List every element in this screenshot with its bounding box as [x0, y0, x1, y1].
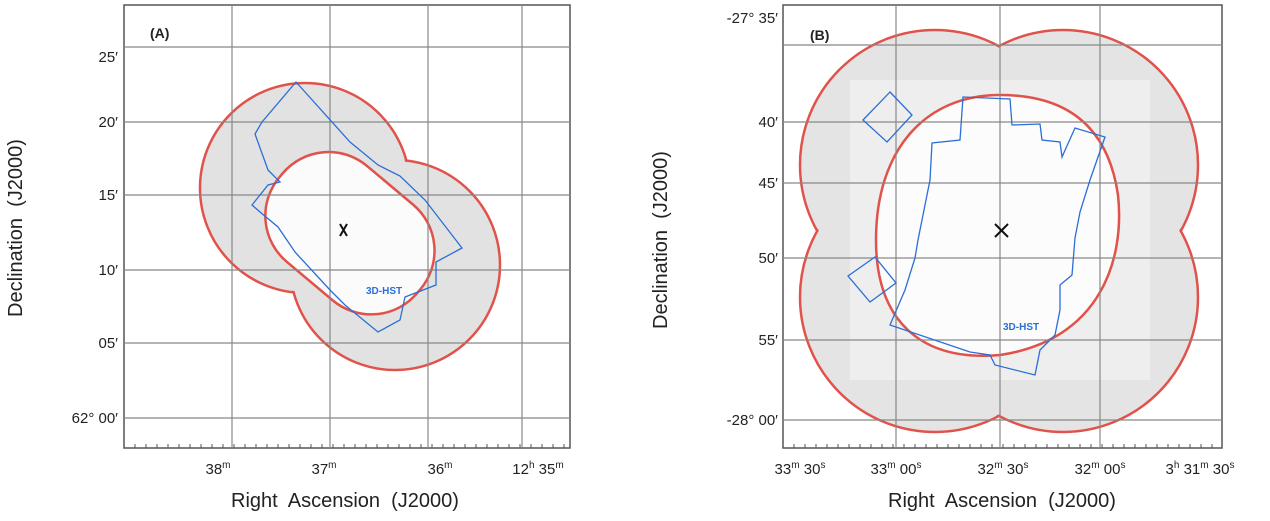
- panel-a: (A) 3D-HST: [123, 4, 571, 449]
- y-axis-title: Declination (J2000): [5, 139, 27, 317]
- x-tick-label: 37m: [311, 460, 336, 478]
- superscript: s: [1023, 460, 1028, 471]
- x-axis-title: Right Ascension (J2000): [231, 490, 459, 512]
- panel-b: (B) 3D-HST: [782, 4, 1223, 449]
- tick-text: 33: [775, 461, 792, 478]
- panel-label: (B): [810, 27, 829, 43]
- superscript: s: [820, 460, 825, 471]
- superscript: m: [555, 460, 563, 471]
- superscript: m: [328, 460, 336, 471]
- x-tick-label: 38m: [205, 460, 230, 478]
- y-tick-label: 55′: [759, 332, 779, 349]
- x-tick-label: 33m 00s: [871, 460, 922, 478]
- center-marker: [994, 223, 1009, 238]
- sky-coverage: [198, 81, 502, 372]
- annotation: 3D-HST: [366, 286, 402, 297]
- tick-text: 38: [205, 461, 222, 478]
- x-tick-label: 32m 30s: [978, 460, 1029, 478]
- center-marker: [339, 223, 348, 237]
- x-tick-label: 12h 35m: [512, 460, 563, 478]
- y-tick-label: 10′: [99, 262, 119, 279]
- tick-text: 12: [512, 461, 529, 478]
- panel-label: (A): [150, 25, 169, 41]
- tick-text: 36: [427, 461, 444, 478]
- superscript: m: [444, 460, 452, 471]
- superscript: m: [791, 460, 799, 471]
- y-tick-label: 15′: [99, 187, 119, 204]
- y-tick-label: -27° 35′: [727, 10, 779, 27]
- superscript: m: [994, 460, 1002, 471]
- tick-text: 30: [1003, 461, 1024, 478]
- tick-text: 37: [311, 461, 328, 478]
- tick-text: 35: [535, 461, 556, 478]
- superscript: s: [1120, 460, 1125, 471]
- tick-text: 30: [1209, 461, 1230, 478]
- superscript: m: [887, 460, 895, 471]
- superscript: s: [1229, 460, 1234, 471]
- superscript: s: [916, 460, 921, 471]
- y-tick-label: 45′: [759, 175, 779, 192]
- y-tick-label: 20′: [99, 114, 119, 131]
- y-tick-label: 40′: [759, 114, 779, 131]
- superscript: m: [1091, 460, 1099, 471]
- y-tick-label: -28° 00′: [727, 412, 779, 429]
- tick-text: 31: [1179, 461, 1200, 478]
- tick-text: 32: [1075, 461, 1092, 478]
- tick-text: 3: [1166, 461, 1174, 478]
- x-axis-title: Right Ascension (J2000): [888, 490, 1116, 512]
- superscript: h: [529, 460, 535, 471]
- annotation: 3D-HST: [1003, 322, 1039, 333]
- hst-footprint: [847, 91, 1106, 376]
- tick-text: 30: [800, 461, 821, 478]
- x-tick-label: 3h 31m 30s: [1166, 460, 1235, 478]
- superscript: m: [222, 460, 230, 471]
- y-tick-label: 62° 00′: [72, 410, 119, 427]
- sky-coverage: [798, 28, 1200, 434]
- y-axis-title: Declination (J2000): [650, 151, 672, 329]
- tick-text: 33: [871, 461, 888, 478]
- y-tick-label: 05′: [99, 335, 119, 352]
- superscript: m: [1200, 460, 1208, 471]
- x-tick-label: 36m: [427, 460, 452, 478]
- x-tick-label: 33m 30s: [775, 460, 826, 478]
- y-tick-label: 50′: [759, 250, 779, 267]
- hst-footprint: [251, 81, 463, 333]
- tick-text: 32: [978, 461, 995, 478]
- x-tick-label: 32m 00s: [1075, 460, 1126, 478]
- tick-text: 00: [1100, 461, 1121, 478]
- tick-text: 00: [896, 461, 917, 478]
- y-tick-label: 25′: [99, 49, 119, 66]
- superscript: h: [1174, 460, 1180, 471]
